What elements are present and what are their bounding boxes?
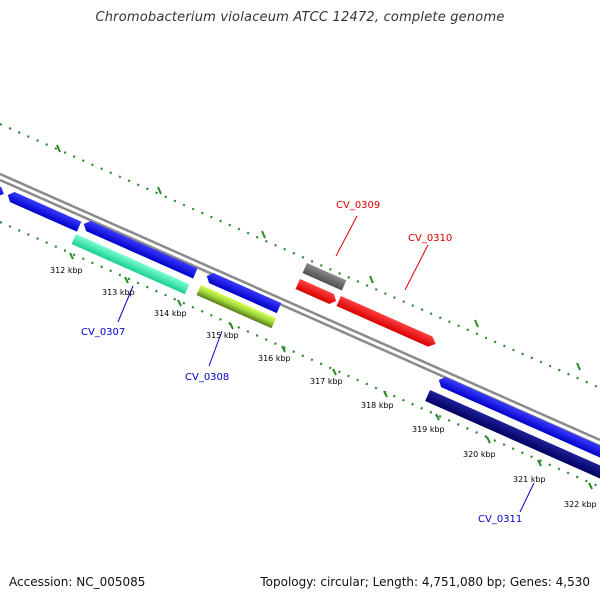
inner-ring-tick bbox=[537, 459, 542, 467]
outer-ring-tick bbox=[474, 319, 479, 328]
tick-label: 318 kbp bbox=[361, 401, 394, 410]
accession-text: Accession: NC_005085 bbox=[9, 575, 146, 589]
gene-blue-feature[interactable] bbox=[0, 184, 6, 198]
gene-features bbox=[0, 184, 600, 482]
inner-ring-tick bbox=[486, 436, 491, 444]
cv0309-connector bbox=[335, 215, 358, 257]
gene-label-cv0311[interactable]: CV_0311 bbox=[478, 514, 522, 525]
tick-label: 322 kbp bbox=[564, 500, 597, 509]
gene-blue-feature[interactable] bbox=[82, 219, 198, 279]
tick-label: 316 kbp bbox=[258, 354, 291, 363]
inner-ring-tick bbox=[124, 276, 129, 284]
gene-labels: CV_0307 CV_0308 CV_0309 CV_0310 CV_0311 bbox=[81, 200, 522, 525]
gene-cv0310-feature[interactable] bbox=[336, 296, 438, 349]
tick-label: 315 kbp bbox=[206, 331, 239, 340]
gene-cv0307-feature[interactable] bbox=[71, 234, 190, 295]
genome-backbone bbox=[0, 172, 600, 448]
outer-ring-tick bbox=[576, 362, 581, 371]
outer-ring-tick bbox=[56, 144, 61, 153]
gene-blue-feature[interactable] bbox=[437, 375, 600, 463]
gene-cv0309-feature[interactable] bbox=[302, 263, 347, 291]
inner-ring-tick bbox=[69, 252, 74, 260]
inner-ring-tick bbox=[177, 299, 182, 307]
cv0311-connector bbox=[519, 482, 535, 513]
inner-ring-tick bbox=[383, 390, 388, 398]
gene-cv0311-feature[interactable] bbox=[425, 390, 600, 482]
inner-ring-tick bbox=[588, 482, 593, 490]
inner-ring-tick bbox=[229, 322, 234, 330]
cv0310-connector bbox=[404, 244, 429, 291]
inner-ring-tick bbox=[281, 345, 286, 353]
inner-dotted-ring bbox=[0, 220, 600, 490]
tick-labels: 312 kbp 313 kbp 314 kbp 315 kbp 316 kbp … bbox=[50, 266, 597, 509]
page-title: Chromobacterium violaceum ATCC 12472, co… bbox=[95, 10, 505, 25]
tick-label: 317 kbp bbox=[310, 377, 343, 386]
tick-label: 312 kbp bbox=[50, 266, 83, 275]
outer-ring-tick bbox=[369, 275, 374, 284]
gene-label-cv0309[interactable]: CV_0309 bbox=[336, 200, 380, 211]
gene-blue-feature[interactable] bbox=[205, 271, 282, 314]
tick-label: 314 kbp bbox=[154, 309, 187, 318]
tick-label: 319 kbp bbox=[412, 425, 445, 434]
genome-summary-text: Topology: circular; Length: 4,751,080 bp… bbox=[260, 575, 590, 589]
gene-blue-feature[interactable] bbox=[6, 190, 82, 232]
tick-label: 313 kbp bbox=[102, 288, 135, 297]
inner-ring-tick bbox=[435, 413, 440, 421]
gene-label-cv0310[interactable]: CV_0310 bbox=[408, 233, 452, 244]
gene-cv0308-feature[interactable] bbox=[196, 285, 276, 329]
gene-label-connectors bbox=[117, 215, 535, 513]
cv0308-connector bbox=[208, 330, 223, 367]
gene-label-cv0308[interactable]: CV_0308 bbox=[185, 372, 229, 383]
outer-ring-tick bbox=[157, 186, 162, 195]
tick-label: 321 kbp bbox=[513, 475, 546, 484]
inner-ring-tick bbox=[332, 368, 337, 376]
gene-red-feature[interactable] bbox=[295, 279, 339, 306]
gene-label-cv0307[interactable]: CV_0307 bbox=[81, 327, 125, 338]
cv0307-connector bbox=[117, 285, 134, 323]
outer-dotted-ring bbox=[0, 122, 600, 390]
outer-ring-tick bbox=[261, 230, 266, 239]
tick-label: 320 kbp bbox=[463, 450, 496, 459]
